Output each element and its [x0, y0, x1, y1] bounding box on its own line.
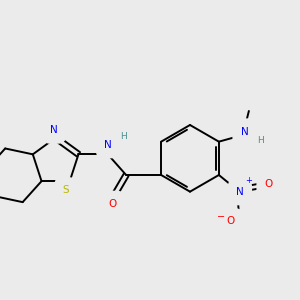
Text: O: O [226, 216, 235, 226]
Text: +: + [245, 176, 252, 185]
Text: N: N [241, 127, 248, 137]
Text: O: O [265, 179, 273, 189]
Text: S: S [62, 185, 69, 196]
Text: N: N [236, 187, 244, 197]
Text: −: − [218, 212, 226, 222]
Text: H: H [120, 133, 127, 142]
Text: N: N [50, 125, 58, 135]
Text: N: N [104, 140, 112, 150]
Text: H: H [257, 136, 264, 146]
Text: O: O [109, 199, 117, 209]
